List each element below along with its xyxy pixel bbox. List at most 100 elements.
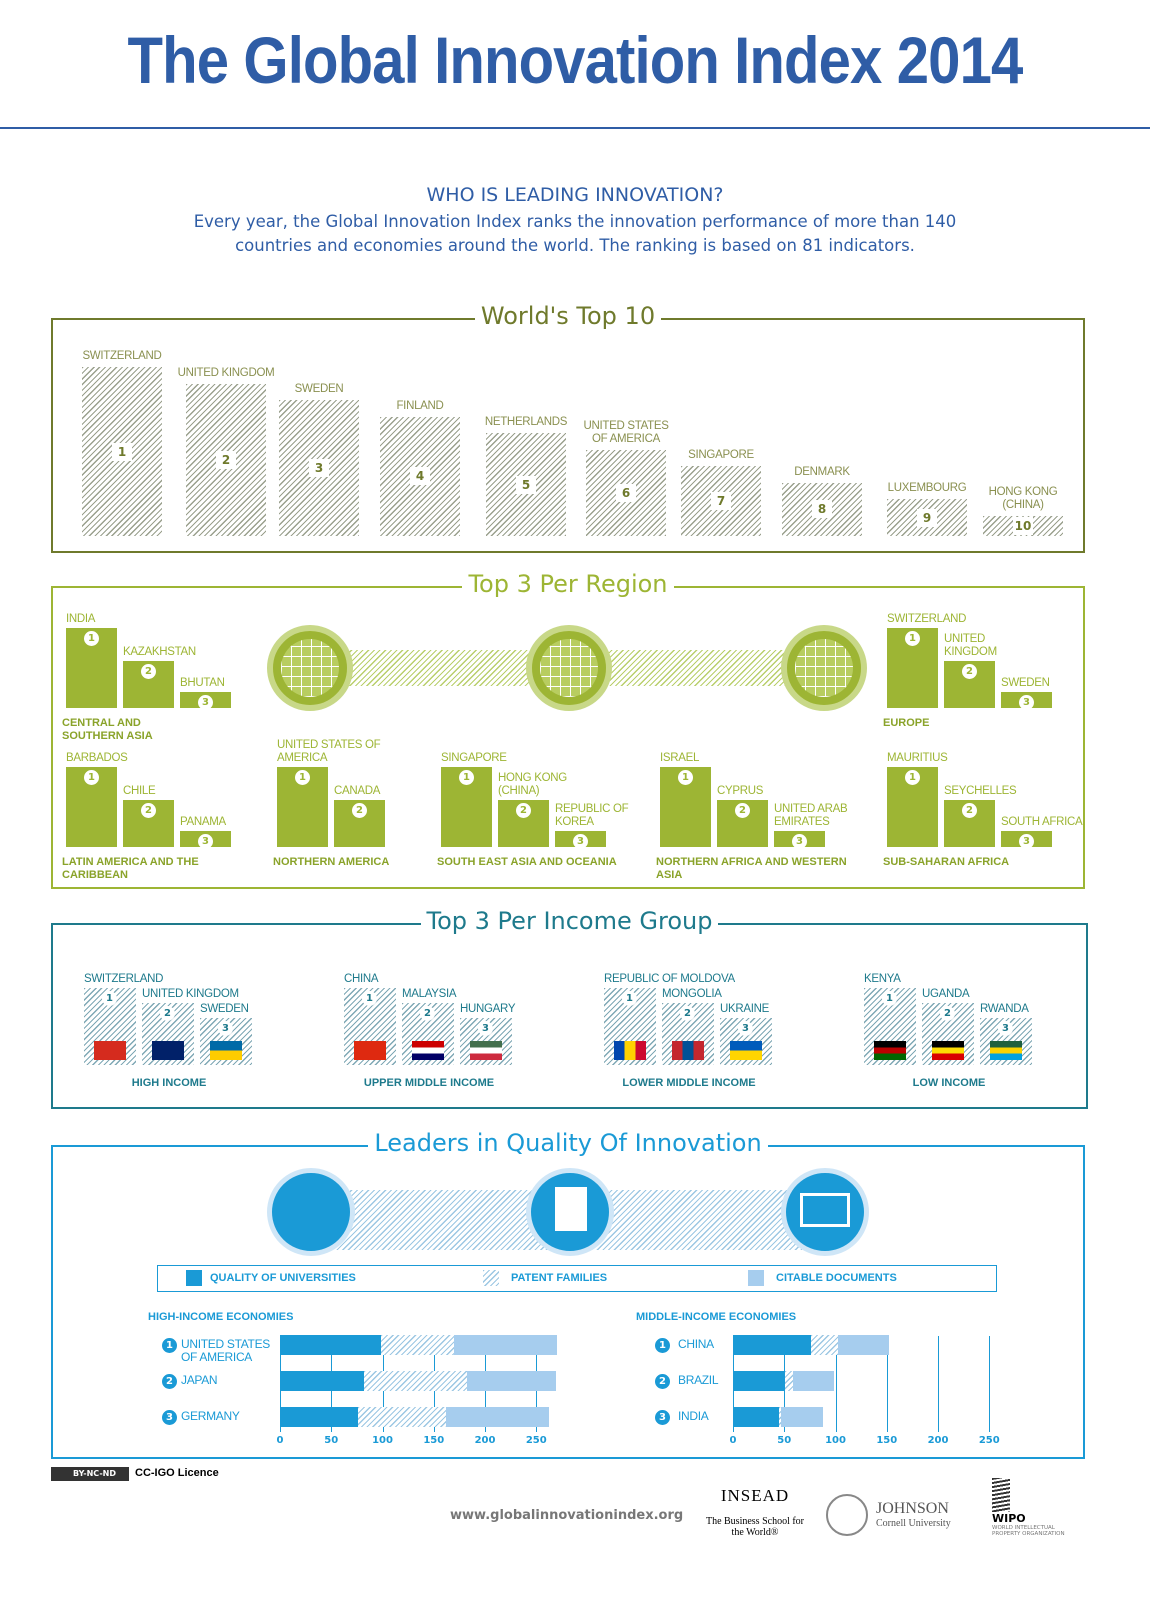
cc-badge[interactable]: BY-NC-ND <box>51 1467 129 1481</box>
bar-segment <box>364 1371 467 1391</box>
bar-segment <box>785 1371 794 1391</box>
johnson-logo: JOHNSON Cornell University <box>876 1500 951 1529</box>
rank-badge: 3 <box>573 834 588 849</box>
country-label: SWEDEN <box>200 1003 249 1015</box>
quality-section: Leaders in Quality Of Innovation <box>51 1129 1085 1459</box>
bar-segment <box>357 1407 447 1427</box>
rank-badge: 2 <box>141 664 156 679</box>
x-tick-label: 250 <box>525 1435 547 1446</box>
website-link[interactable]: www.globalinnovationindex.org <box>450 1508 684 1523</box>
region-name: CENTRAL AND SOUTHERN ASIA <box>62 717 153 742</box>
country-label: HONG KONG (CHINA) <box>988 485 1058 511</box>
country-label: UNITED STATES OF AMERICA <box>583 419 669 445</box>
rank-badge: 2 <box>940 1006 955 1021</box>
top10-section: World's Top 10 <box>51 302 1085 553</box>
rank-badge: 1 <box>655 1338 670 1353</box>
region-name: NORTHERN AFRICA AND WESTERN ASIA <box>656 856 847 881</box>
chart-title: HIGH-INCOME ECONOMIES <box>148 1311 294 1323</box>
insead-name: INSEAD <box>720 1486 790 1505</box>
wipo-logo: WIPO WORLD INTELLECTUAL PROPERTY ORGANIZ… <box>992 1478 1092 1537</box>
flag-icon <box>874 1041 906 1060</box>
intro-text: Every year, the Global Innovation Index … <box>193 212 957 255</box>
rank-badge: 1 <box>102 991 117 1006</box>
globe-icon <box>526 625 612 711</box>
rank-badge: 4 <box>410 467 430 486</box>
rank-badge: 1 <box>622 991 637 1006</box>
legend-swatch-universities <box>186 1270 202 1286</box>
category-label: CHINA <box>678 1337 714 1351</box>
rank-badge: 2 <box>162 1374 177 1389</box>
flag-icon <box>470 1041 502 1060</box>
rank-badge: 1 <box>678 770 693 785</box>
category-label: GERMANY <box>181 1409 240 1423</box>
country-label: SINGAPORE <box>688 449 754 461</box>
legend-label: PATENT FAMILIES <box>511 1272 608 1284</box>
region-name: EUROPE <box>883 717 930 729</box>
country-label: SINGAPORE <box>441 752 507 764</box>
document-icon <box>781 1168 869 1256</box>
country-label: KENYA <box>864 973 901 985</box>
globe-icon <box>267 625 353 711</box>
country-label: SWEDEN <box>294 383 344 395</box>
income-title: Top 3 Per Income Group <box>420 907 719 935</box>
cornell-seal <box>826 1494 868 1536</box>
flag-icon <box>730 1041 762 1060</box>
rank-badge: 3 <box>309 459 329 477</box>
x-tick-label: 0 <box>729 1435 737 1446</box>
rank-badge: 3 <box>162 1410 177 1425</box>
country-label: BHUTAN <box>180 677 225 689</box>
x-tick-label: 250 <box>978 1435 1000 1446</box>
bar-segment <box>454 1335 557 1355</box>
rank-badge: 7 <box>711 492 731 510</box>
bar-segment <box>733 1335 811 1355</box>
licence-text: CC-IGO Licence <box>135 1467 219 1479</box>
region-section: Top 3 Per Region <box>51 570 1085 889</box>
rank-badge: 2 <box>962 664 977 679</box>
rank-badge: 1 <box>295 770 310 785</box>
x-tick-label: 0 <box>276 1435 284 1446</box>
rank-badge: 1 <box>362 991 377 1006</box>
rank-badge: 8 <box>812 500 832 519</box>
bar-segment <box>446 1407 549 1427</box>
johnson-name: JOHNSON <box>876 1500 949 1517</box>
country-label: MAURITIUS <box>887 752 948 764</box>
country-label: SWITZERLAND <box>887 613 967 625</box>
rank-badge: 3 <box>738 1021 753 1036</box>
country-label: DENMARK <box>794 465 850 478</box>
rank-badge: 2 <box>516 803 531 818</box>
x-tick-label: 200 <box>474 1435 496 1446</box>
country-label: REPUBLIC OF KOREA <box>555 803 629 828</box>
rank-badge: 1 <box>459 770 474 785</box>
flag-icon <box>672 1041 704 1060</box>
rank-badge: 3 <box>198 834 213 849</box>
bar-segment <box>466 1371 556 1391</box>
flag-icon <box>990 1041 1022 1060</box>
country-label: KAZAKHSTAN <box>123 646 196 658</box>
rank-badge: 6 <box>616 483 636 502</box>
rank-badge: 1 <box>905 631 920 646</box>
globe-icon <box>781 625 867 711</box>
insead-tagline: The Business School for the World® <box>705 1516 805 1538</box>
country-label: BARBADOS <box>66 752 128 764</box>
bar-segment <box>381 1335 455 1355</box>
page-title: The Global Innovation Index 2014 <box>127 23 1024 97</box>
region-name: LATIN AMERICA AND THE CARIBBEAN <box>62 856 199 881</box>
rank-badge: 2 <box>655 1374 670 1389</box>
flag-icon <box>932 1041 964 1060</box>
gridline <box>886 1336 888 1432</box>
subtitle: WHO IS LEADING INNOVATION? <box>426 184 724 206</box>
quality-title: Leaders in Quality Of Innovation <box>368 1129 768 1157</box>
country-label: CANADA <box>334 785 381 797</box>
flag-icon <box>152 1041 184 1060</box>
x-tick-label: 50 <box>324 1435 339 1446</box>
gridline <box>835 1336 837 1432</box>
bar-segment <box>280 1407 358 1427</box>
income-group-name: HIGH INCOME <box>131 1077 207 1089</box>
rank-badge: 3 <box>655 1410 670 1425</box>
country-label: UNITED KINGDOM <box>142 988 239 1000</box>
top10-title: World's Top 10 <box>474 302 662 330</box>
rank-badge: 1 <box>905 770 920 785</box>
university-icon <box>267 1168 355 1256</box>
country-label: INDIA <box>66 613 96 625</box>
country-label: RWANDA <box>980 1003 1029 1015</box>
